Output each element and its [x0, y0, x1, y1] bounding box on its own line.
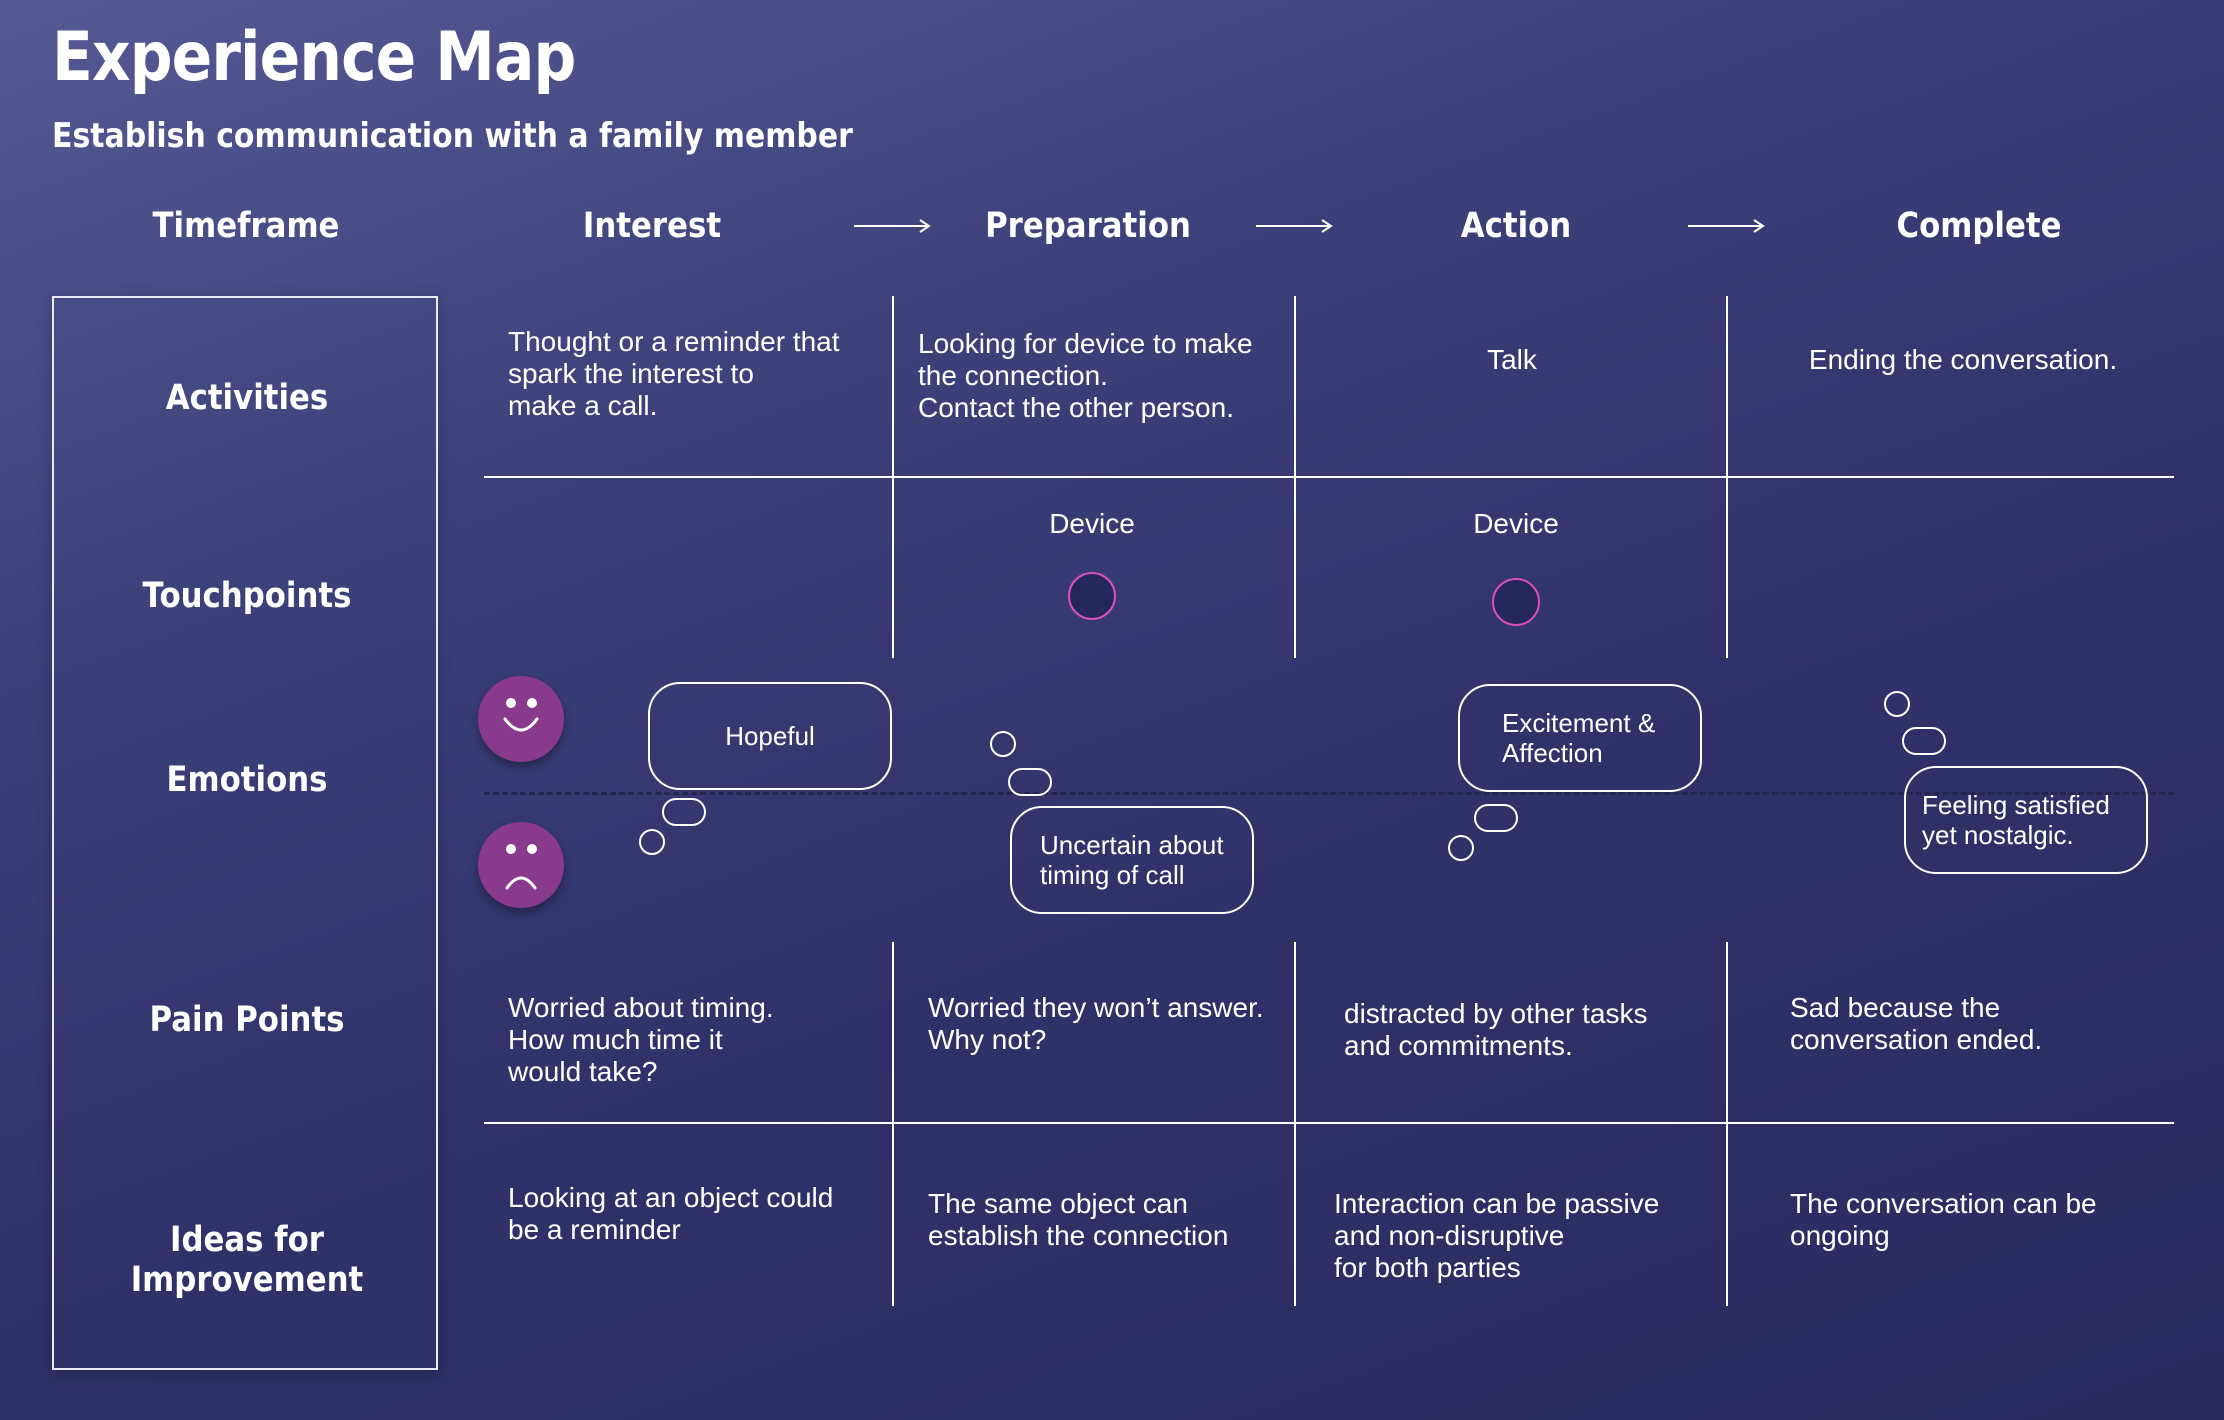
thought-bubble-pill — [1474, 804, 1518, 832]
thought-bubble-ring — [990, 731, 1016, 757]
arrow-right-icon — [1686, 218, 1766, 234]
emotion-text-action: Excitement & Affection — [1502, 708, 1656, 768]
page-subtitle: Establish communication with a family me… — [52, 116, 853, 156]
stage-header-complete: Complete — [1896, 206, 2062, 246]
page-title: Experience Map — [52, 18, 576, 97]
idea-preparation: The same object can establish the connec… — [928, 1188, 1229, 1251]
grid-divider — [1294, 942, 1296, 1306]
thought-bubble-pill — [1008, 768, 1052, 796]
idea-action: Interaction can be passive and non-disru… — [1334, 1188, 1660, 1283]
emotion-text-interest: Hopeful — [725, 721, 815, 751]
row-labels-panel: Activities Touchpoints Emotions Pain Poi… — [52, 296, 438, 1370]
stage-header-preparation: Preparation — [985, 206, 1191, 246]
emotion-text-preparation: Uncertain about timing of call — [1040, 830, 1224, 890]
idea-complete: The conversation can be ongoing — [1790, 1188, 2097, 1251]
pain-point-preparation: Worried they won’t answer. Why not? — [928, 992, 1264, 1055]
grid-divider — [1726, 942, 1728, 1306]
emotion-text-complete: Feeling satisfied yet nostalgic. — [1922, 790, 2110, 850]
thought-bubble-ring — [639, 829, 665, 855]
emotion-bubble-action: Excitement & Affection — [1458, 684, 1702, 792]
smiley-face-icon — [478, 676, 564, 762]
pain-point-complete: Sad because the conversation ended. — [1790, 992, 2043, 1055]
row-label-emotions: Emotions — [166, 760, 328, 800]
sad-face-icon — [478, 822, 564, 908]
thought-bubble-ring — [1448, 835, 1474, 861]
pain-point-action: distracted by other tasks and commitment… — [1344, 998, 1648, 1061]
emotion-baseline — [484, 792, 2174, 795]
emotion-bubble-interest: Hopeful — [648, 682, 892, 790]
emotion-bubble-complete: Feeling satisfied yet nostalgic. — [1904, 766, 2148, 874]
touchpoint-marker — [1068, 572, 1116, 620]
stage-header-action: Action — [1460, 206, 1572, 246]
arrow-right-icon — [1254, 218, 1334, 234]
arrow-right-icon — [852, 218, 932, 234]
grid-divider — [484, 476, 2174, 478]
thought-bubble-pill — [1902, 727, 1946, 755]
touchpoint-marker — [1492, 578, 1540, 626]
emotion-bubble-preparation: Uncertain about timing of call — [1010, 806, 1254, 914]
stage-header-interest: Interest — [582, 206, 722, 246]
grid-divider — [892, 942, 894, 1306]
row-label-pain-points: Pain Points — [149, 1000, 345, 1040]
activity-interest: Thought or a reminder that spark the int… — [508, 326, 840, 421]
pain-point-interest: Worried about timing. How much time it w… — [508, 992, 774, 1087]
touchpoint-label-action: Device — [1473, 508, 1559, 539]
activity-complete: Ending the conversation. — [1808, 344, 2118, 375]
thought-bubble-ring — [1884, 691, 1910, 717]
row-label-ideas: Ideas for Improvement — [130, 1220, 364, 1300]
idea-interest: Looking at an object could be a reminder — [508, 1182, 834, 1245]
row-label-activities: Activities — [165, 378, 329, 418]
timeframe-header: Timeframe — [152, 206, 340, 246]
touchpoint-label-preparation: Device — [1049, 508, 1135, 539]
activity-action: Talk — [1487, 344, 1537, 375]
thought-bubble-pill — [662, 798, 706, 826]
row-label-touchpoints: Touchpoints — [142, 576, 352, 616]
activity-preparation: Looking for device to make the connectio… — [918, 328, 1253, 423]
grid-divider — [484, 1122, 2174, 1124]
